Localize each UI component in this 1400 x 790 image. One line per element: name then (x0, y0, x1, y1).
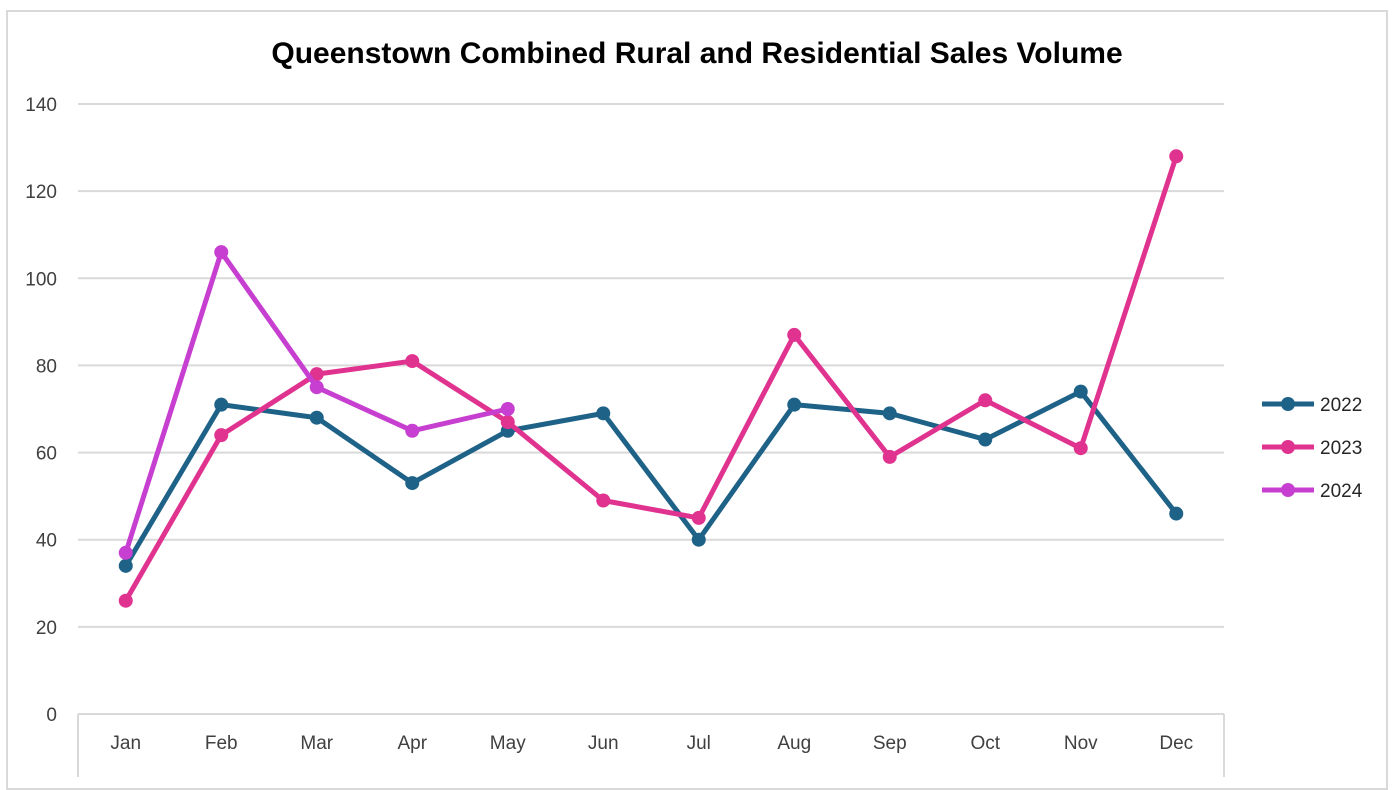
x-tick-label: Jun (588, 733, 619, 754)
series-line-2024 (123, 249, 511, 556)
data-point-2023 (405, 354, 420, 369)
series-2022 (118, 384, 1184, 573)
series-group (118, 149, 1184, 608)
series-line-2023 (123, 153, 1179, 604)
legend-item-2024: 2024 (1262, 481, 1363, 502)
y-tick-label: 40 (36, 531, 57, 552)
data-point-2024 (405, 423, 420, 438)
legend-marker (1281, 483, 1295, 497)
chart-title: Queenstown Combined Rural and Residentia… (271, 37, 1122, 70)
data-point-2023 (596, 493, 611, 508)
data-point-2024 (214, 245, 229, 260)
data-point-2023 (691, 510, 706, 525)
x-tick-label: Sep (873, 733, 907, 754)
data-point-2023 (500, 415, 515, 430)
x-tick-label: May (490, 733, 526, 754)
legend-label: 2023 (1320, 438, 1362, 459)
y-tick-label: 20 (36, 618, 57, 639)
x-tick-label: Oct (970, 733, 1000, 754)
series-2023 (118, 149, 1184, 608)
chart-frame (6, 10, 1388, 790)
y-tick-label: 100 (25, 269, 57, 290)
x-tick-label: Feb (205, 733, 238, 754)
y-tick-label: 140 (25, 95, 57, 116)
x-tick-label: Jan (110, 733, 141, 754)
data-point-2024 (500, 402, 515, 416)
legend-label: 2024 (1320, 481, 1363, 502)
legend-item-2023: 2023 (1262, 438, 1362, 459)
x-tick-label: Apr (397, 733, 427, 754)
gridlines (78, 103, 1224, 628)
data-point-2023 (1169, 149, 1184, 164)
data-point-2023 (882, 449, 897, 464)
y-tick-label: 80 (36, 356, 57, 377)
x-tick-label: Mar (300, 733, 333, 754)
legend-item-2022: 2022 (1262, 395, 1362, 416)
legend: 2022 2023 2024 (1262, 395, 1363, 502)
y-tick-label: 60 (36, 444, 57, 465)
x-tick-label: Nov (1064, 733, 1098, 754)
data-point-2022 (691, 532, 706, 547)
data-point-2023 (118, 593, 133, 608)
data-point-2022 (882, 406, 897, 421)
series-2024 (118, 245, 515, 560)
x-tick-label: Jul (687, 733, 711, 754)
x-tick-label: Aug (777, 733, 811, 754)
data-point-2022 (405, 476, 420, 491)
series-line-2022 (123, 389, 1179, 569)
y-tick-label: 120 (25, 182, 57, 203)
legend-marker (1281, 397, 1295, 411)
data-point-2024 (309, 380, 324, 395)
data-point-2024 (118, 545, 133, 560)
data-point-2022 (1169, 506, 1184, 521)
data-point-2022 (309, 410, 324, 425)
data-point-2022 (118, 558, 133, 573)
data-point-2023 (214, 428, 229, 443)
data-point-2022 (787, 397, 802, 412)
data-point-2023 (787, 327, 802, 342)
data-point-2022 (1073, 384, 1088, 399)
data-point-2022 (596, 406, 611, 421)
y-tick-label: 0 (46, 705, 57, 726)
data-point-2022 (214, 397, 229, 412)
x-tick-label: Dec (1159, 733, 1193, 754)
data-point-2023 (978, 393, 993, 408)
data-point-2022 (978, 432, 993, 447)
data-point-2023 (309, 367, 324, 382)
axes: 0 20 40 60 80 100 120 140 Jan Feb Mar Apr May Jun Jul A… (25, 95, 1225, 777)
legend-label: 2022 (1320, 395, 1362, 416)
legend-marker (1281, 440, 1295, 454)
data-point-2023 (1073, 441, 1088, 456)
